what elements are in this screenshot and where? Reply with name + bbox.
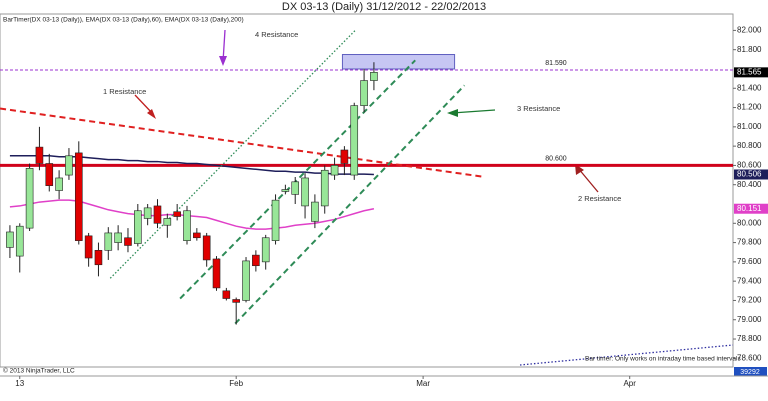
candle-body [301,177,309,207]
candle-body [350,105,359,176]
candle-body [311,201,319,222]
price-marker-label: 81.565 [737,67,762,76]
y-tick-label: 78.600 [737,353,762,362]
candle-body [6,231,14,248]
y-tick-label: 80.600 [737,161,762,170]
y-tick-label: 81.400 [737,83,762,92]
candle-body [232,299,240,303]
annotation: 1 Resistance [103,87,146,96]
resistance-zone [341,54,456,70]
y-tick-label: 79.200 [737,296,762,305]
candle-body [212,258,221,289]
timer-line [519,344,734,366]
candle-body [183,210,191,241]
y-tick-label: 78.800 [737,334,762,343]
candle-body [193,232,201,239]
plot-area [0,13,734,368]
moving-average [9,199,375,230]
candle-body [55,177,63,191]
trend-line [234,84,466,325]
y-tick-label: 79.400 [737,276,762,285]
candle-body [271,199,280,241]
candle-body [25,168,34,229]
candle-body [222,290,231,299]
candle-body [114,232,122,243]
candle-body [104,232,113,251]
y-tick-label: 79.600 [737,257,762,266]
price-marker [734,169,768,180]
candle-body [45,163,54,186]
annotation: 2 Resistance [578,194,621,203]
arrows [134,29,734,366]
candle-body [173,211,181,217]
plot [0,29,733,325]
line-label: 81.590 [545,60,567,67]
y-tick-label: 80.400 [737,180,762,189]
x-tick-label: Feb [229,379,243,388]
candle-body [252,254,260,267]
candle-body [320,169,329,207]
x-tick-label: Apr [623,379,636,388]
annotation: 3 Resistance [517,104,560,113]
annotation: 4 Resistance [255,30,298,39]
arrow [451,109,496,114]
candle-body [281,189,290,192]
y-tick-label: 79.800 [737,238,762,247]
x-tick-label: 13 [15,379,24,388]
candle-body [134,210,142,244]
y-tick-label: 82.000 [737,26,762,35]
candle-body [35,146,44,164]
y-tick-label: 81.000 [737,122,762,131]
candle-body [65,155,73,176]
candle-body [340,149,349,164]
y-tick-label: 80.800 [737,141,762,150]
line-label: 80.600 [545,155,567,162]
price-marker [734,67,768,78]
candle-body [74,152,83,241]
candle-body [153,205,162,224]
arrowhead [447,109,458,117]
x-tick-label: Mar [416,379,430,388]
candle-body [163,218,172,226]
candle-body [261,237,270,263]
candle-body [84,235,93,259]
y-tick-label: 80.000 [737,218,762,227]
candle-body [242,260,250,301]
candle-body [370,72,378,81]
arrow [577,167,599,193]
arrowhead [147,109,156,119]
corner-box [734,367,767,376]
trend-line [0,107,486,178]
candle-body [15,225,24,257]
chart-title: DX 03-13 (Daily) 31/12/2012 - 22/02/2013 [282,1,486,13]
candle-body [143,207,152,219]
price-marker [734,203,768,214]
candle-body [94,249,103,266]
y-tick-label: 81.200 [737,103,762,112]
price-marker-label: 80.506 [737,170,762,179]
bar-timer-note: Bar timer: Only works on intraday time b… [585,356,741,363]
y-tick-label: 79.000 [737,315,762,324]
candle-body [360,80,368,106]
legend: BarTimer(DX 03-13 (Daily)), EMA(DX 03-13… [3,17,244,24]
candle-body [202,235,211,261]
price-marker-label: 80.151 [737,204,762,213]
copyright: © 2013 NinjaTrader, LLC [3,367,75,375]
candle-body [330,165,339,176]
y-tick-label: 81.800 [737,45,762,54]
candle-body [124,237,132,246]
candle-body [291,181,300,195]
arrowhead [219,56,227,66]
corner-label: 39292 [740,369,760,376]
